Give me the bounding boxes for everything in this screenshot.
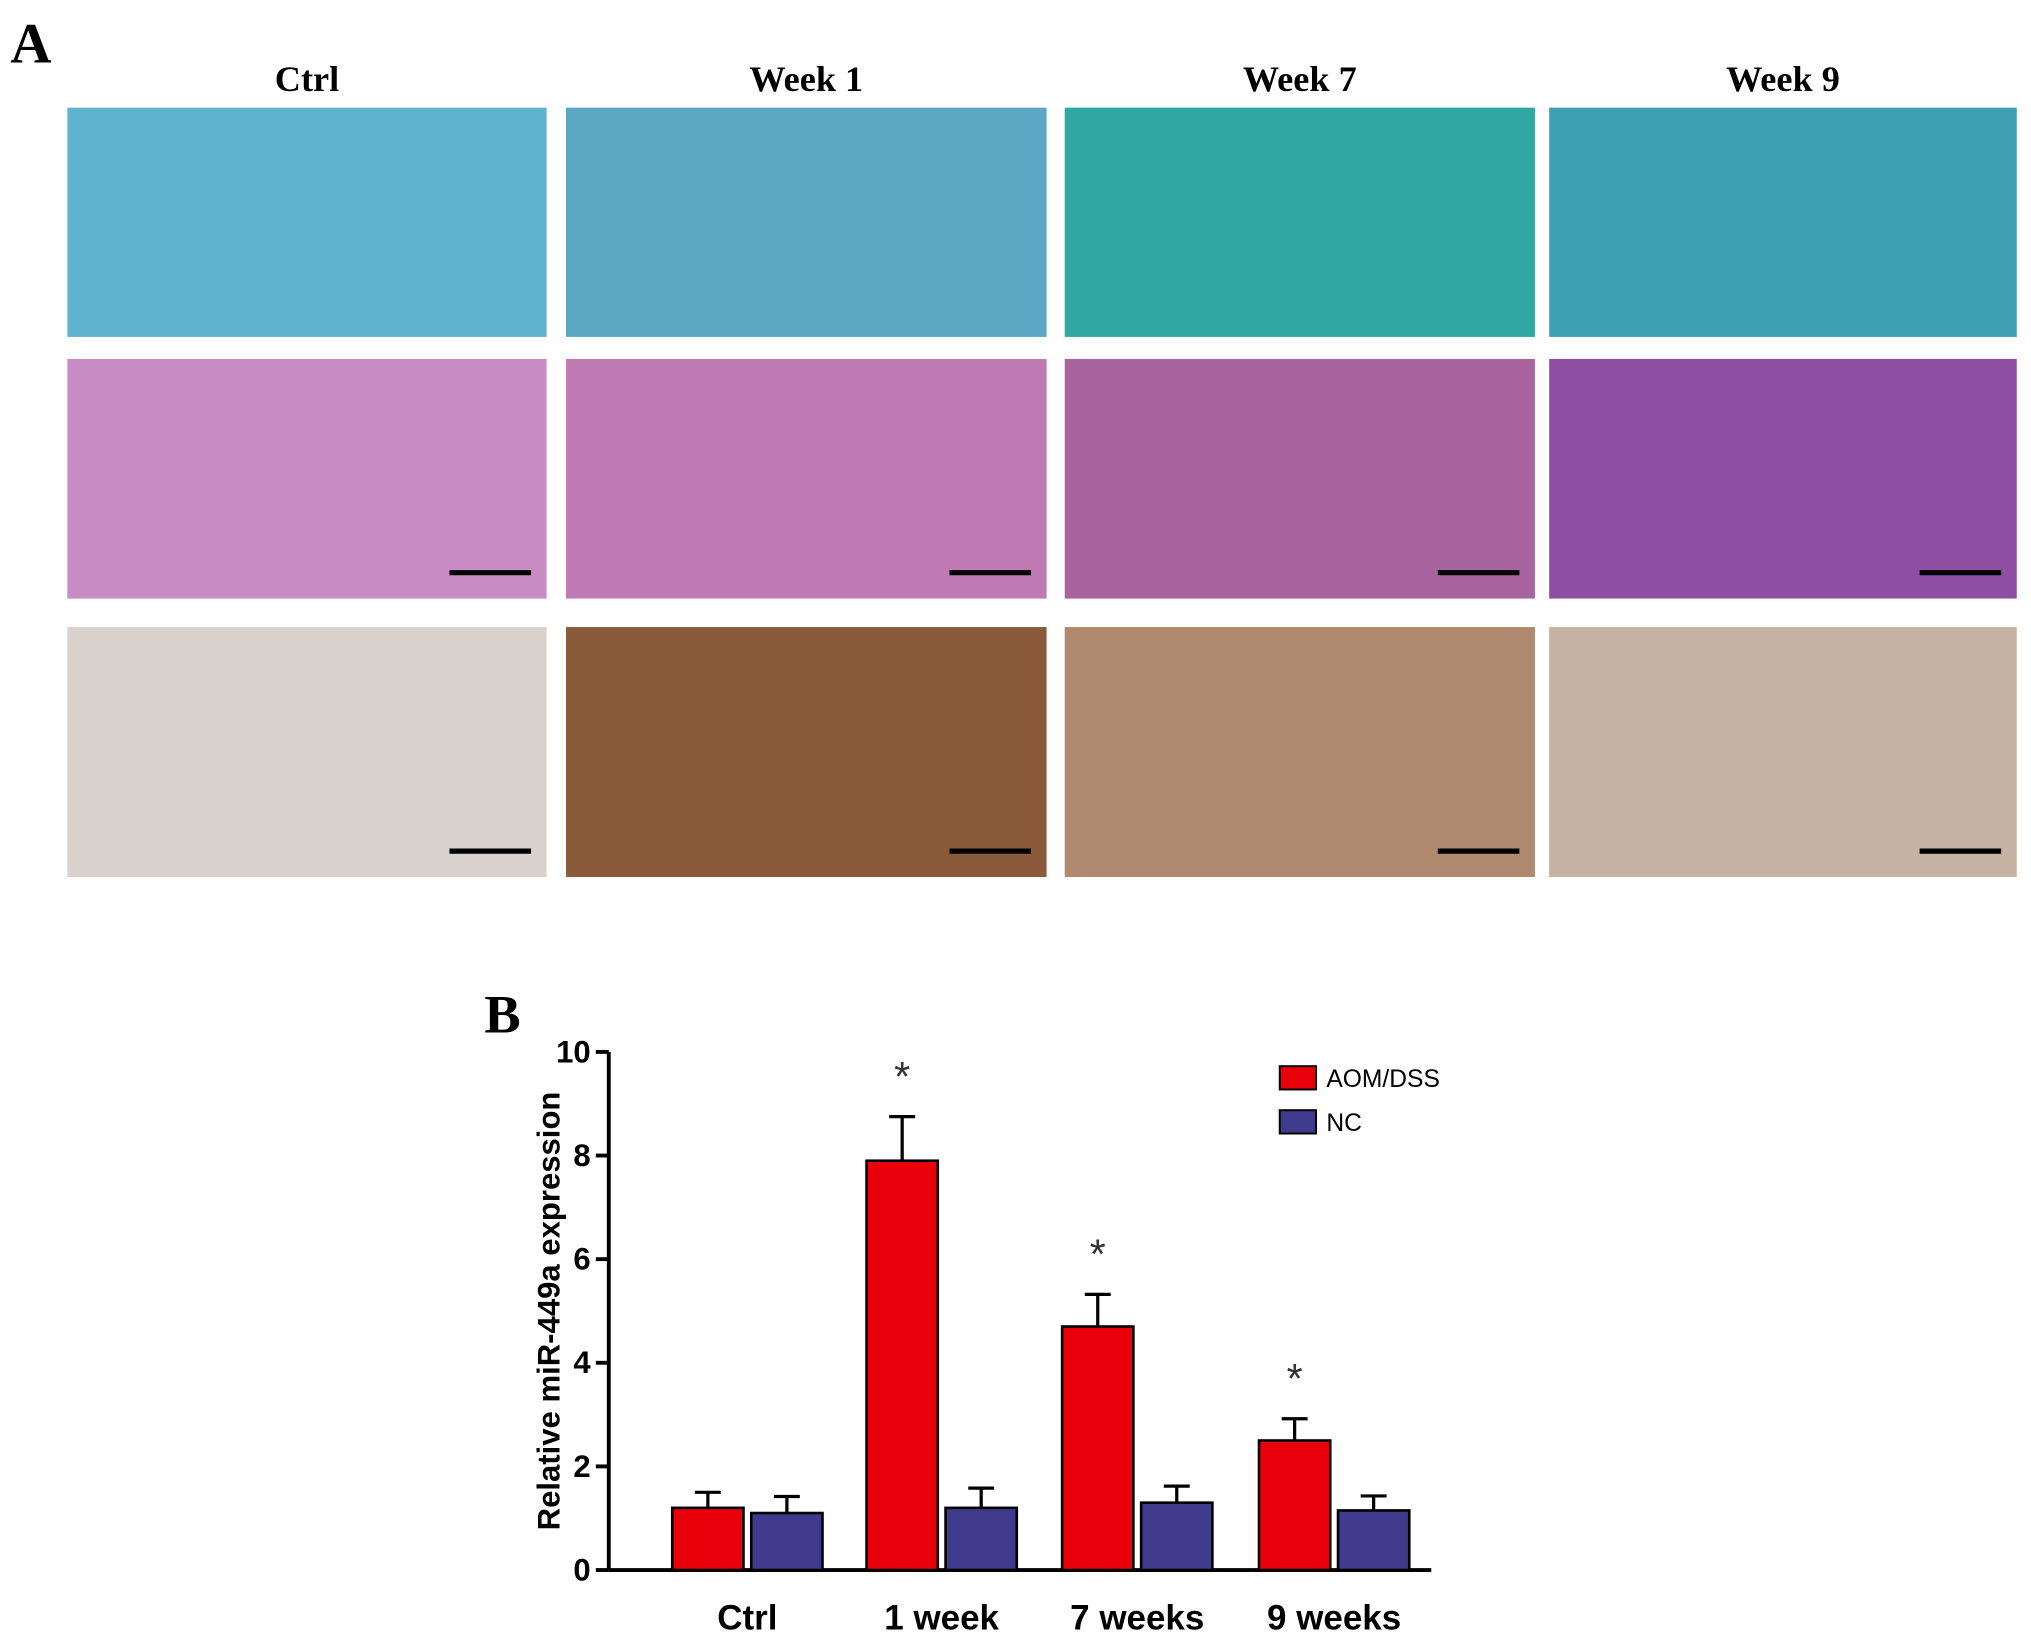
photo: [1549, 627, 2017, 878]
x-tick-label: 7 weeks: [1070, 1599, 1204, 1638]
column-title: Week 7: [1243, 59, 1357, 99]
y-tick-label: 6: [573, 1242, 590, 1277]
photo: [1064, 107, 1535, 337]
panel-label: B: [484, 984, 520, 1044]
x-tick-label: 1 week: [884, 1599, 999, 1638]
photo: [1549, 358, 2017, 599]
error-bar: [1163, 1484, 1190, 1503]
error-bar: [968, 1486, 995, 1508]
error-bar: [889, 1115, 916, 1161]
error-bar: [1084, 1292, 1111, 1327]
photo: [1549, 107, 2017, 337]
photo: [566, 107, 1047, 337]
column-title: Week 1: [749, 59, 863, 99]
photo: [67, 358, 547, 599]
bar: [749, 1511, 824, 1572]
chart: B Relative miR-449a expression 0 2 4 6 8 10 Ct…: [484, 984, 1439, 1637]
x-tick-label: Ctrl: [717, 1599, 777, 1638]
significance-marker: *: [1090, 1230, 1106, 1277]
photo: [566, 627, 1047, 878]
bar: [944, 1506, 1019, 1572]
bar: [1139, 1501, 1214, 1572]
significance-marker: *: [894, 1053, 910, 1100]
y-axis-label: Relative miR-449a expression: [532, 1092, 567, 1531]
y-tick-label: 0: [573, 1552, 590, 1587]
bar: [670, 1506, 745, 1572]
error-bar: [694, 1490, 721, 1508]
y-tick-label: 4: [573, 1345, 591, 1380]
photo: [67, 627, 547, 878]
column-title: Week 9: [1726, 59, 1840, 99]
error-bar: [773, 1494, 800, 1514]
y-tick-label: 2: [573, 1449, 590, 1484]
photo: [67, 107, 547, 337]
column-title: Ctrl: [275, 59, 339, 99]
legend-label: AOM/DSS: [1326, 1066, 1440, 1093]
bar: [1257, 1439, 1332, 1572]
photo-grid: Ctrl Week 1 Week 7 Week 9: [67, 59, 2017, 878]
error-bar: [1360, 1494, 1387, 1511]
panel-label: A: [10, 12, 51, 75]
legend-swatch: [1278, 1065, 1317, 1091]
legend-label: NC: [1326, 1110, 1362, 1137]
photo: [1064, 627, 1535, 878]
bar: [1336, 1509, 1411, 1572]
bar: [865, 1159, 940, 1572]
y-tick-label: 8: [573, 1138, 590, 1173]
legend-swatch: [1278, 1109, 1317, 1135]
error-bar: [1281, 1417, 1308, 1441]
bar: [1060, 1325, 1135, 1572]
x-tick-label: 9 weeks: [1267, 1599, 1401, 1638]
photo: [566, 358, 1047, 599]
significance-marker: *: [1287, 1355, 1303, 1402]
y-tick-label: 10: [556, 1034, 591, 1069]
photo: [1064, 358, 1535, 599]
